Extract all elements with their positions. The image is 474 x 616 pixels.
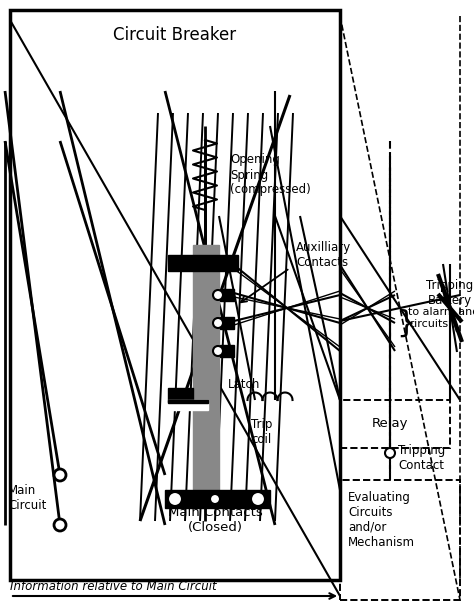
Bar (168, 400, 208, 403)
Text: Circuit Breaker: Circuit Breaker (113, 26, 237, 44)
Circle shape (168, 492, 182, 506)
Bar (168, 255, 238, 271)
Text: Evaluating
Circuits
and/or
Mechanism: Evaluating Circuits and/or Mechanism (348, 491, 415, 549)
Text: Latch: Latch (228, 378, 260, 392)
Circle shape (54, 469, 66, 481)
Bar (168, 400, 208, 410)
Circle shape (213, 346, 223, 356)
Bar (340, 400, 450, 448)
Circle shape (385, 448, 395, 458)
Text: Trip
coil: Trip coil (251, 418, 273, 446)
Circle shape (210, 494, 220, 504)
Text: Information relative to Main Circuit: Information relative to Main Circuit (10, 580, 217, 593)
Circle shape (251, 492, 265, 506)
Text: Main
Circuit: Main Circuit (8, 484, 46, 512)
Circle shape (213, 290, 223, 300)
Text: Main Contacts
(Closed): Main Contacts (Closed) (168, 506, 263, 534)
Bar (220, 289, 234, 301)
Bar (193, 245, 219, 495)
Text: Tripping
Contact: Tripping Contact (398, 444, 445, 472)
Text: to alarm and indication
circuits: to alarm and indication circuits (408, 307, 474, 329)
Bar (220, 317, 234, 329)
Bar (220, 345, 234, 357)
Text: Opening
Spring
(compressed): Opening Spring (compressed) (230, 153, 311, 197)
Text: }: } (396, 309, 415, 338)
Bar (165, 490, 270, 508)
Bar (10, 10, 340, 580)
Circle shape (213, 318, 223, 328)
Bar (340, 480, 460, 600)
Text: Auxilliary
Contacts: Auxilliary Contacts (296, 241, 351, 269)
Bar (168, 388, 193, 402)
Text: Relay: Relay (372, 418, 408, 431)
Text: Tripping
Battery: Tripping Battery (427, 279, 474, 307)
Circle shape (54, 519, 66, 531)
